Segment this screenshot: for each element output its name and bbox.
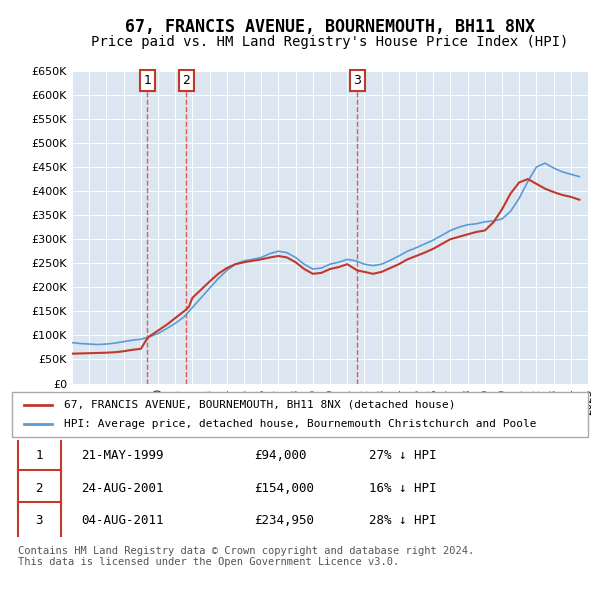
FancyBboxPatch shape: [18, 502, 61, 539]
Text: 67, FRANCIS AVENUE, BOURNEMOUTH, BH11 8NX (detached house): 67, FRANCIS AVENUE, BOURNEMOUTH, BH11 8N…: [64, 400, 455, 409]
Text: £94,000: £94,000: [254, 449, 307, 463]
FancyBboxPatch shape: [18, 437, 61, 474]
Text: Contains HM Land Registry data © Crown copyright and database right 2024.
This d: Contains HM Land Registry data © Crown c…: [18, 546, 474, 568]
FancyBboxPatch shape: [18, 470, 61, 507]
Text: 21-MAY-1999: 21-MAY-1999: [81, 449, 164, 463]
Text: 04-AUG-2011: 04-AUG-2011: [81, 514, 164, 527]
Text: 24-AUG-2001: 24-AUG-2001: [81, 481, 164, 495]
Text: Price paid vs. HM Land Registry's House Price Index (HPI): Price paid vs. HM Land Registry's House …: [91, 35, 569, 50]
Text: 2: 2: [182, 74, 190, 87]
Text: 3: 3: [353, 74, 361, 87]
Text: HPI: Average price, detached house, Bournemouth Christchurch and Poole: HPI: Average price, detached house, Bour…: [64, 419, 536, 429]
Text: 67, FRANCIS AVENUE, BOURNEMOUTH, BH11 8NX: 67, FRANCIS AVENUE, BOURNEMOUTH, BH11 8N…: [125, 18, 535, 35]
Text: 16% ↓ HPI: 16% ↓ HPI: [369, 481, 437, 495]
Text: £154,000: £154,000: [254, 481, 314, 495]
Text: 2: 2: [35, 481, 43, 495]
FancyBboxPatch shape: [12, 392, 588, 437]
Text: 28% ↓ HPI: 28% ↓ HPI: [369, 514, 437, 527]
Text: £234,950: £234,950: [254, 514, 314, 527]
Text: 3: 3: [35, 514, 43, 527]
Text: 1: 1: [35, 449, 43, 463]
Text: 1: 1: [143, 74, 151, 87]
Text: 27% ↓ HPI: 27% ↓ HPI: [369, 449, 437, 463]
